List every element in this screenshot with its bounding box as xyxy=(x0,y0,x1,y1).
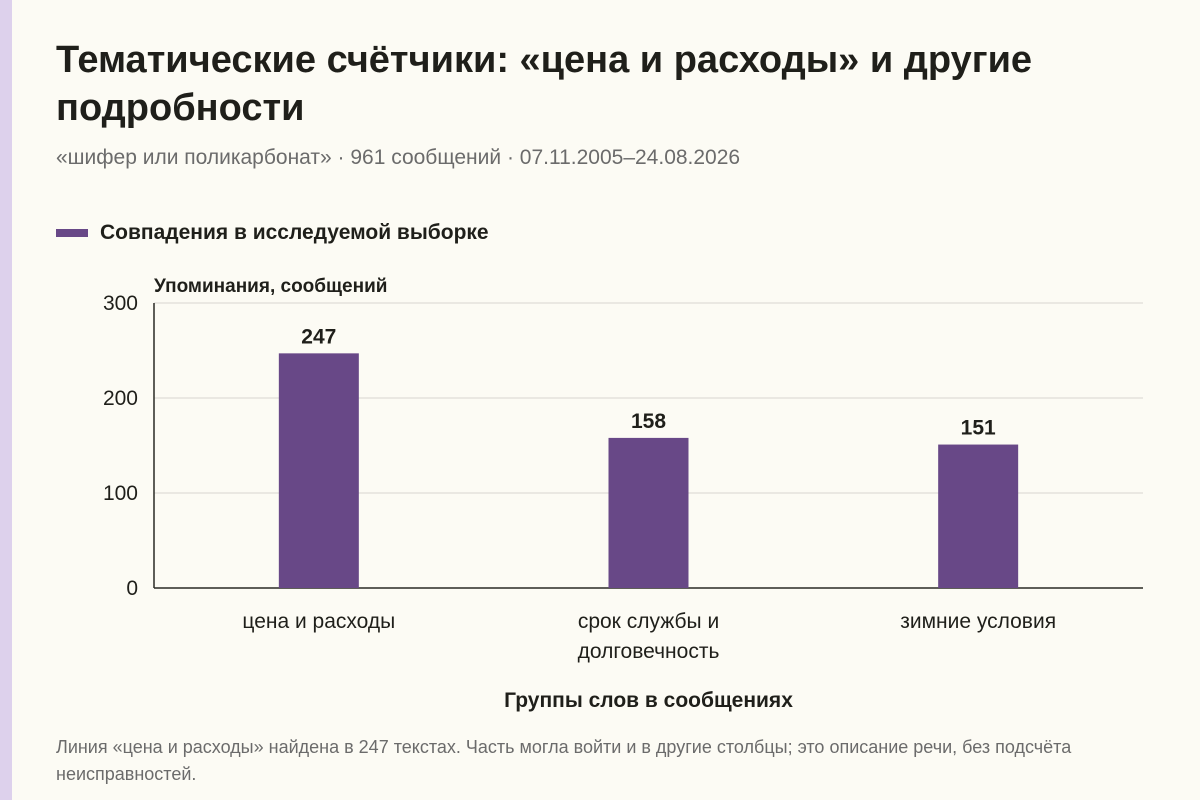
data-label: 247 xyxy=(301,325,336,348)
data-label: 151 xyxy=(961,417,996,440)
page-title: Тематические счётчики: «цена и расходы» … xyxy=(56,39,1033,129)
x-tick-label: срок службы и xyxy=(578,610,719,633)
page-subtitle: «шифер или поликарбонат» · 961 сообщений… xyxy=(56,146,741,169)
x-tick-label: цена и расходы xyxy=(242,610,395,633)
y-tick-label: 100 xyxy=(103,482,138,505)
y-tick-label: 0 xyxy=(126,577,138,600)
y-tick-label: 300 xyxy=(103,292,138,315)
legend-swatch xyxy=(56,229,88,237)
x-tick-label: зимние условия xyxy=(900,610,1056,633)
bar xyxy=(938,444,1019,588)
legend-label: Совпадения в исследуемой выборке xyxy=(100,221,489,244)
y-axis-label: Упоминания, сообщений xyxy=(154,276,387,297)
legend: Совпадения в исследуемой выборке xyxy=(56,219,489,247)
x-tick-label: долговечность xyxy=(578,640,720,663)
footnote: Линия «цена и расходы» найдена в 247 тек… xyxy=(56,737,1072,784)
bar xyxy=(278,353,359,588)
x-axis-label: Группы слов в сообщениях xyxy=(504,689,793,712)
accent-strip xyxy=(0,0,12,800)
y-tick-label: 200 xyxy=(103,387,138,410)
data-label: 158 xyxy=(631,410,666,433)
bar xyxy=(608,437,689,588)
